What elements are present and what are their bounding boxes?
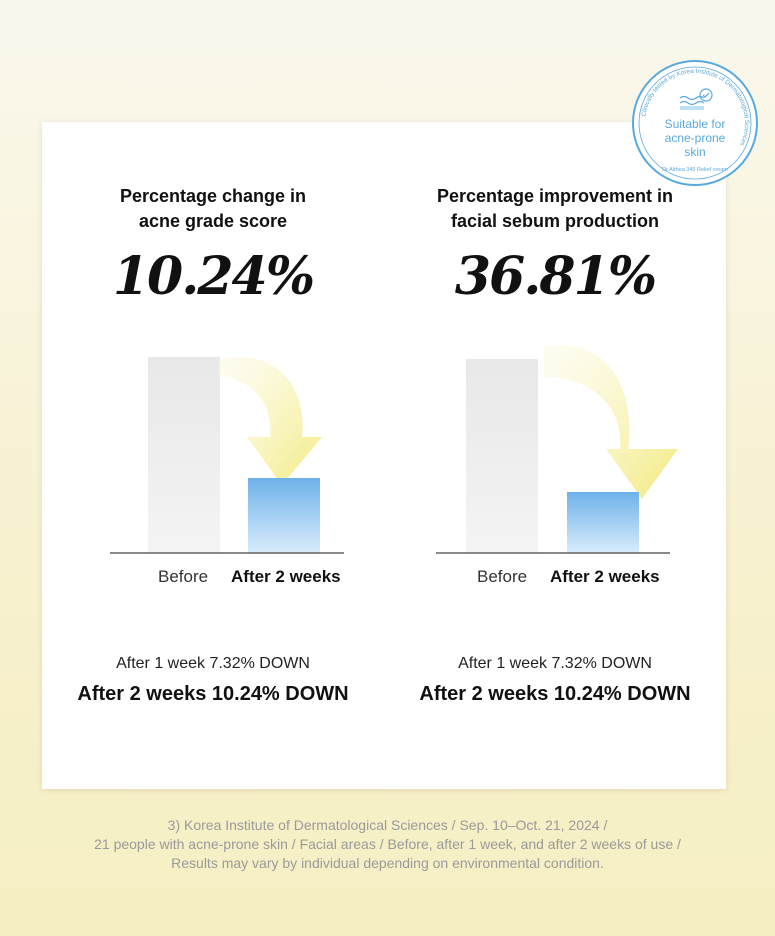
decrease-arrow bbox=[544, 345, 678, 499]
footnote-line1: 3) Korea Institute of Dermatological Sci… bbox=[167, 817, 608, 833]
certification-badge: Clinically tested by Korea Institute of … bbox=[632, 60, 758, 186]
after-bar bbox=[567, 492, 639, 553]
after-bar bbox=[248, 478, 320, 553]
comparison-chart bbox=[110, 356, 344, 554]
badge-line1: Suitable for bbox=[665, 117, 726, 131]
panel-title-line2: facial sebum production bbox=[450, 211, 660, 231]
big-percentage: 10.24% bbox=[112, 246, 315, 307]
panel-title: Percentage improvement in facial sebum p… bbox=[384, 184, 726, 234]
decrease-arrow bbox=[218, 356, 322, 485]
footnote: 3) Korea Institute of Dermatological Sci… bbox=[0, 816, 775, 873]
panel-title-line1: Percentage change in bbox=[119, 186, 307, 206]
panel-title-line1: Percentage improvement in bbox=[436, 186, 674, 206]
footnote-line3: Results may vary by individual depending… bbox=[171, 855, 604, 871]
acne-grade-panel: Percentage change in acne grade score 10… bbox=[42, 122, 384, 789]
badge-bottom-text: Dr.Althea 345 Relief cream bbox=[662, 167, 728, 173]
week2-stat: After 2 weeks 10.24% DOWN bbox=[77, 683, 349, 705]
after-label: After 2 weeks bbox=[231, 567, 341, 586]
panel-title-line2: acne grade score bbox=[138, 211, 288, 231]
week1-stat: After 1 week 7.32% DOWN bbox=[458, 655, 652, 672]
before-bar bbox=[148, 357, 220, 553]
before-bar bbox=[466, 359, 538, 553]
comparison-chart bbox=[436, 345, 678, 554]
after-label: After 2 weeks bbox=[550, 567, 660, 586]
before-label: Before bbox=[477, 567, 528, 586]
week2-stat: After 2 weeks 10.24% DOWN bbox=[419, 683, 691, 705]
skin-icon bbox=[679, 88, 713, 110]
before-label: Before bbox=[158, 567, 209, 586]
results-card: Percentage change in acne grade score 10… bbox=[42, 122, 726, 789]
sebum-panel: Percentage improvement in facial sebum p… bbox=[384, 122, 726, 789]
badge-line2: acne-prone bbox=[665, 131, 726, 145]
big-percentage: 36.81% bbox=[454, 246, 657, 307]
footnote-line2: 21 people with acne-prone skin / Facial … bbox=[94, 836, 681, 852]
week1-stat: After 1 week 7.32% DOWN bbox=[116, 655, 310, 672]
panel-title: Percentage change in acne grade score bbox=[42, 184, 384, 234]
badge-line3: skin bbox=[684, 145, 705, 159]
